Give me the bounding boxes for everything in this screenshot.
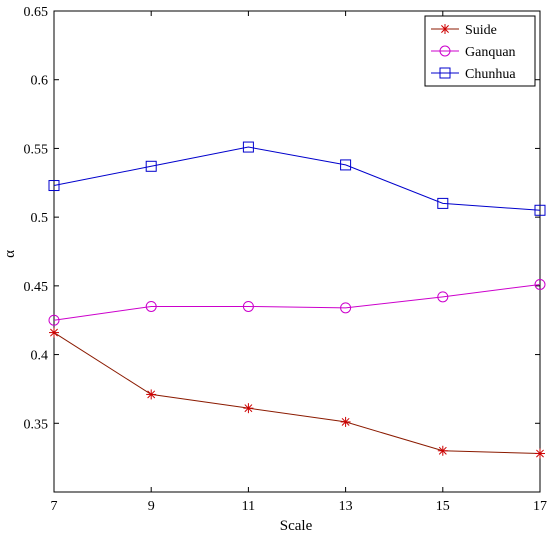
data-point-suide xyxy=(340,416,351,427)
legend-marker-suide xyxy=(440,24,450,34)
plot-frame xyxy=(53,10,541,493)
series-line-suide xyxy=(53,332,541,455)
data-point-chunhua xyxy=(242,141,254,153)
x-tick-label: 9 xyxy=(148,499,155,514)
series-line-chunhua xyxy=(53,146,541,211)
data-point-suide xyxy=(49,327,59,338)
data-point-ganquan xyxy=(340,302,352,314)
x-tick-label: 15 xyxy=(436,499,450,514)
data-point-chunhua xyxy=(437,197,449,209)
data-point-chunhua xyxy=(145,160,157,172)
data-point-ganquan xyxy=(242,300,254,312)
legend-label-chunhua: Chunhua xyxy=(465,67,516,82)
data-point-suide xyxy=(146,389,157,400)
plot-layer: 7 9 11 13 15 17 0.35 0.4 0.45 0.5 0.55 0.6 0.65 xyxy=(24,5,548,514)
data-point-ganquan xyxy=(534,278,546,290)
data-point-chunhua xyxy=(340,159,352,171)
data-point-chunhua xyxy=(48,180,60,192)
data-point-ganquan xyxy=(48,314,60,326)
legend-label-suide: Suide xyxy=(465,23,497,38)
legend-marker-chunhua xyxy=(439,67,451,79)
x-tick-label: 13 xyxy=(339,499,353,514)
y-tick-label: 0.6 xyxy=(31,74,49,89)
data-point-chunhua xyxy=(534,204,546,216)
data-point-ganquan xyxy=(437,291,449,303)
y-tick-label: 0.45 xyxy=(24,280,49,295)
x-tick-label: 11 xyxy=(242,499,255,514)
series-line-ganquan xyxy=(53,283,541,321)
x-tick-label: 7 xyxy=(51,499,58,514)
y-tick-label: 0.4 xyxy=(31,349,49,364)
data-point-suide xyxy=(437,445,448,456)
legend-marker-ganquan xyxy=(439,45,451,57)
legend: Suide Ganquan Chunhua xyxy=(424,15,536,87)
data-point-suide xyxy=(535,448,545,459)
legend-label-ganquan: Ganquan xyxy=(465,45,516,60)
x-tick-label: 17 xyxy=(533,499,547,514)
x-axis-label: Scale xyxy=(280,518,313,534)
data-point-suide xyxy=(243,403,254,414)
data-point-ganquan xyxy=(145,300,157,312)
y-tick-label: 0.65 xyxy=(24,5,49,20)
y-tick-label: 0.35 xyxy=(24,417,49,432)
y-tick-label: 0.5 xyxy=(31,211,49,226)
y-tick-label: 0.55 xyxy=(24,142,49,157)
y-axis-label: α xyxy=(2,250,18,258)
